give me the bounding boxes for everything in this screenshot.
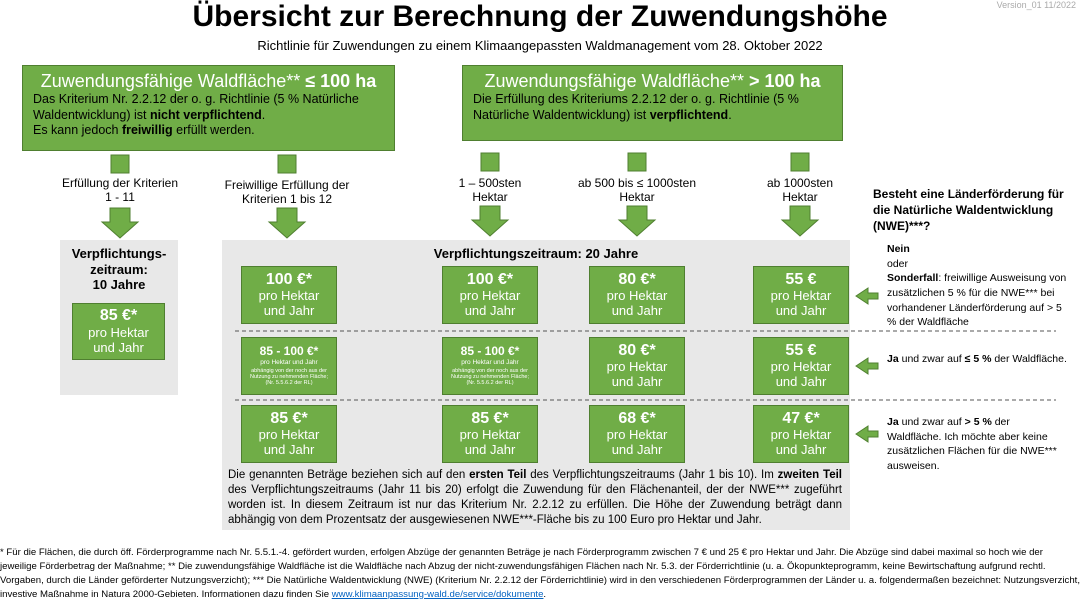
footnote: * Für die Flächen, die durch öff. Förder… <box>0 546 1080 602</box>
text-run: : freiwillige Ausweisung von zusätzliche… <box>887 272 1067 329</box>
amount-box: 47 €* pro Hektar und Jahr <box>753 405 849 463</box>
amount-box: 85 - 100 €* pro Hektar und Jahr abhängig v… <box>241 337 337 395</box>
amount: 100 €* <box>265 270 313 288</box>
unit: pro Hektar und Jahr <box>88 324 149 355</box>
box-body: Das Kriterium Nr. 2.2.12 der o. g. Richt… <box>33 92 384 139</box>
unit: pro Hektar und Jahr <box>459 288 521 319</box>
answer: Ja und zwar auf ≤ 5 % der Waldfläche. <box>887 352 1067 367</box>
column-label: Freiwillige Erfüllung der Kriterien 1 bi… <box>224 178 350 206</box>
amount-box: 85 €* pro Hektar und Jahr <box>442 405 538 463</box>
amount-box: 55 € pro Hektar und Jahr <box>753 266 849 324</box>
text-run: nicht verpflichtend <box>149 107 262 122</box>
unit: pro Hektar und Jahr <box>770 359 832 390</box>
text-run: der Waldfläche. Ich möchte aber keine zu… <box>887 416 1057 473</box>
amount-box: 100 €* pro Hektar und Jahr <box>241 266 337 324</box>
column-label: Erfüllung der Kriterien 1 - 11 <box>61 176 179 204</box>
version: Version_01 11/2022 <box>996 0 1076 10</box>
unit: pro Hektar und Jahr <box>606 359 668 390</box>
text-run: des Verpflichtungszeitraums (Jahr 1 bis … <box>526 469 778 481</box>
amount-box: 85 €* pro Hektar und Jahr <box>241 405 337 463</box>
amount-box: 80 €* pro Hektar und Jahr <box>589 337 685 395</box>
period-label: Verpflichtungs- zeitraum: 10 Jahre <box>71 246 167 293</box>
unit: pro Hektar und Jahr <box>260 359 318 367</box>
text-run: . Es kann jedoch <box>33 107 266 138</box>
note: abhängig von der noch aus der Nutzung zu… <box>250 367 328 387</box>
amount: 80 €* <box>618 341 656 359</box>
text-run: Zuwendungsfähige Waldfläche** <box>40 71 306 91</box>
text-run: zweiten Teil <box>777 469 843 481</box>
text-run: erfüllt werden. <box>172 123 255 138</box>
amount: 85 - 100 €* <box>460 344 520 359</box>
amount: 85 €* <box>99 307 138 325</box>
amount: 100 €* <box>466 270 514 288</box>
amount-box: 80 €* pro Hektar und Jahr <box>589 266 685 324</box>
text-run: ≤ 5 % <box>964 353 992 365</box>
amount: 85 €* <box>471 409 509 427</box>
unit: pro Hektar und Jahr <box>459 427 521 458</box>
text-run: Die Erfüllung des Kriteriums 2.2.12 der … <box>473 92 799 122</box>
amount-box: 68 €* pro Hektar und Jahr <box>589 405 685 463</box>
amount-box: 85 €* pro Hektar und Jahr <box>72 303 165 360</box>
column-label: ab 500 bis ≤ 1000sten Hektar <box>577 176 696 204</box>
grid-note: Die genannten Beträge beziehen sich auf … <box>228 468 842 528</box>
text-run: . <box>728 107 732 122</box>
note: abhängig von der noch aus der Nutzung zu… <box>451 367 529 387</box>
text-run: > 5 % <box>964 416 992 428</box>
question: Besteht eine Länderförderung für die Nat… <box>873 187 1064 234</box>
amount-box: 55 € pro Hektar und Jahr <box>753 337 849 395</box>
text-run: und zwar auf <box>898 353 965 365</box>
unit: pro Hektar und Jahr <box>606 288 668 319</box>
amount: 47 €* <box>782 409 820 427</box>
text-run: Sonderfall <box>887 272 939 285</box>
text-run: ≤ 100 ha <box>305 71 377 91</box>
answer: Ja und zwar auf > 5 % der Waldfläche. Ic… <box>887 415 1067 474</box>
unit: pro Hektar und Jahr <box>461 359 519 367</box>
box-body: Die Erfüllung des Kriteriums 2.2.12 der … <box>473 92 832 123</box>
text-run: verpflichtend <box>649 107 729 122</box>
amount: 85 - 100 €* <box>259 344 319 359</box>
criteria-box: Zuwendungsfähige Waldfläche** ≤ 100 ha D… <box>22 65 395 151</box>
amount-box: 100 €* pro Hektar und Jahr <box>442 266 538 324</box>
text-run: Ja <box>887 353 899 365</box>
grid-title: Verpflichtungszeitraum: 20 Jahre <box>433 246 639 261</box>
unit: pro Hektar und Jahr <box>606 427 668 458</box>
answer: Nein oder Sonderfall: freiwillige Auswei… <box>887 242 1067 330</box>
amount: 85 €* <box>270 409 308 427</box>
text-run: > 100 ha <box>748 71 821 91</box>
column-label: 1 – 500sten Hektar <box>458 176 522 204</box>
column-label: ab 1000sten Hektar <box>766 176 834 204</box>
text-run: * Für die Flächen, die durch öff. Förder… <box>0 547 1080 600</box>
amount-box: 85 - 100 €* pro Hektar und Jahr abhängig v… <box>442 337 538 395</box>
box-heading: Zuwendungsfähige Waldfläche** ≤ 100 ha <box>33 71 384 92</box>
text-run: Ja <box>887 416 899 428</box>
amount: 55 € <box>785 341 817 359</box>
amount: 80 €* <box>618 270 656 288</box>
text-run: Die genannten Beträge beziehen sich auf … <box>228 469 470 481</box>
text-run: Nein <box>887 243 910 255</box>
amount: 68 €* <box>618 409 656 427</box>
criteria-box: Zuwendungsfähige Waldfläche** > 100 ha D… <box>462 65 843 141</box>
text-run: und zwar auf <box>898 416 965 428</box>
text-run: freiwillig <box>121 123 173 138</box>
box-heading: Zuwendungsfähige Waldfläche** > 100 ha <box>473 71 832 92</box>
subtitle: Richtlinie für Zuwendungen zu einem Klim… <box>257 38 823 53</box>
link[interactable]: www.klimaanpassung-wald.de/service/dokum… <box>331 588 544 600</box>
unit: pro Hektar und Jahr <box>770 427 832 458</box>
unit: pro Hektar und Jahr <box>258 427 320 458</box>
text-run: der Waldfläche. <box>991 353 1067 365</box>
title: Übersicht zur Berechnung der Zuwendungsh… <box>192 0 888 33</box>
text-run: Das Kriterium Nr. 2.2.12 der o. g. Richt… <box>33 92 359 122</box>
text-run: ersten Teil <box>469 469 527 481</box>
text-run: des Verpflichtungszeitraums (Jahr 11 bis… <box>228 483 842 526</box>
unit: pro Hektar und Jahr <box>258 288 320 319</box>
unit: pro Hektar und Jahr <box>770 288 832 319</box>
text-run: oder <box>887 257 909 270</box>
amount: 55 € <box>785 270 817 288</box>
text-run: Zuwendungsfähige Waldfläche** <box>484 71 749 91</box>
text-run: . <box>543 588 547 600</box>
